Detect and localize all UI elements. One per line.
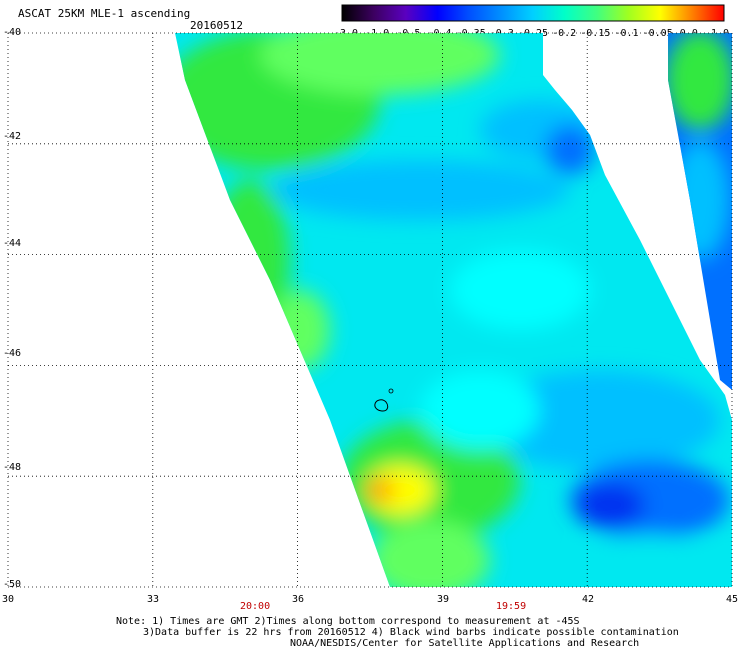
colorbar-tick-label: -0.1 [614, 28, 638, 39]
note-line-2: 3)Data buffer is 22 hrs from 20160512 4)… [143, 627, 679, 638]
colorbar-gradient [341, 4, 725, 22]
product-title: ASCAT 25KM MLE-1 ascending [18, 7, 191, 20]
contamination-contour [374, 399, 389, 412]
swath-map [7, 32, 733, 588]
y-tick-label: -48 [3, 462, 22, 473]
lat-lon-grid [7, 32, 733, 588]
y-tick-label: -46 [3, 348, 22, 359]
colorbar-tick-label: -0.15 [580, 28, 610, 39]
colorbar-tick-label: -0.2 [552, 28, 576, 39]
x-tick-label: 36 [291, 594, 305, 605]
y-tick-label: -40 [3, 27, 22, 38]
pass-time-label: 20:00 [240, 601, 271, 612]
wind-swath-main [175, 33, 732, 587]
x-tick-label: 33 [146, 594, 160, 605]
note-line-1: Note: 1) Times are GMT 2)Times along bot… [116, 616, 580, 627]
x-tick-label: 45 [725, 594, 739, 605]
contamination-contour [388, 388, 394, 394]
x-tick-label: 30 [1, 594, 15, 605]
colorbar-tick-label: -0.05 [643, 28, 673, 39]
y-tick-label: -44 [3, 238, 22, 249]
x-tick-label: 39 [436, 594, 450, 605]
y-tick-label: -50 [3, 579, 22, 590]
product-date: 20160512 [190, 19, 243, 32]
credit-line: NOAA/NESDIS/Center for Satellite Applica… [290, 638, 640, 649]
x-tick-label: 42 [581, 594, 595, 605]
y-tick-label: -42 [3, 131, 22, 142]
pass-time-label: 19:59 [496, 601, 527, 612]
